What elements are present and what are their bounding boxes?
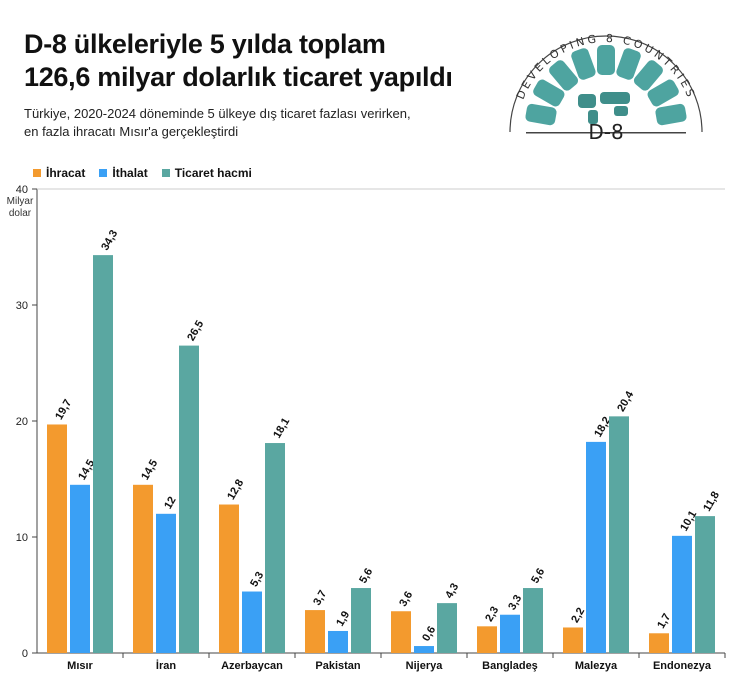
bar-ticaret-hacmi <box>265 443 285 653</box>
bar-i̇thalat <box>156 513 176 653</box>
bar-i̇thalat <box>70 484 90 653</box>
legend-swatch <box>33 169 41 177</box>
x-tick-label: Endonezya <box>653 660 712 672</box>
legend-label: Ticaret hacmi <box>174 166 252 180</box>
data-label: 3,3 <box>506 593 524 612</box>
data-label: 3,6 <box>397 589 415 608</box>
bar-ticaret-hacmi <box>609 416 629 653</box>
data-label: 2,2 <box>569 606 587 625</box>
x-tick-label: Nijerya <box>406 660 444 672</box>
logo-ray <box>597 45 615 75</box>
subtitle-line-2: en fazla ihracatı Mısır'a gerçekleştirdi <box>24 124 239 139</box>
d8-logo: DEVELOPING 8 COUNTRIES D-8 <box>509 32 703 140</box>
data-label: 12 <box>162 495 179 512</box>
bar-i̇thalat <box>672 535 692 653</box>
y-tick-label: 10 <box>16 532 28 544</box>
logo-ray <box>571 48 596 80</box>
bar-i̇hracat <box>47 424 67 653</box>
y-axis-label: dolar <box>9 208 32 219</box>
logo-ray <box>647 79 679 107</box>
subtitle-line-1: Türkiye, 2020-2024 döneminde 5 ülkeye dı… <box>24 106 411 121</box>
title-line-2: 126,6 milyar dolarlık ticaret yapıldı <box>24 62 453 92</box>
logo-ray <box>525 103 557 126</box>
bar-ticaret-hacmi <box>93 255 113 653</box>
bar-i̇thalat <box>328 630 348 653</box>
data-label: 1,9 <box>334 609 352 628</box>
y-tick-label: 20 <box>16 416 28 428</box>
logo-ray <box>616 48 641 80</box>
data-label: 4,3 <box>443 581 461 600</box>
legend-item-ihracat: İhracat <box>33 166 85 180</box>
bar-i̇thalat <box>242 591 262 653</box>
bar-i̇hracat <box>219 504 239 653</box>
bar-ticaret-hacmi <box>523 588 543 653</box>
bar-ticaret-hacmi <box>351 588 371 653</box>
x-tick-label: Bangladeş <box>482 660 538 672</box>
legend-swatch <box>161 169 170 177</box>
logo-ray <box>655 103 687 126</box>
data-label: 14,5 <box>139 458 160 483</box>
data-label: 3,7 <box>311 588 329 607</box>
bar-i̇thalat <box>586 441 606 653</box>
logo-mark: D-8 <box>588 120 623 140</box>
legend-label: İthalat <box>112 166 148 180</box>
data-label: 11,8 <box>701 490 722 514</box>
data-label: 5,6 <box>357 566 375 585</box>
bar-i̇hracat <box>649 633 669 653</box>
data-label: 12,8 <box>225 477 246 502</box>
data-label: 34,3 <box>99 228 120 253</box>
x-tick-label: Pakistan <box>315 660 361 672</box>
bar-i̇thalat <box>500 614 520 653</box>
data-label: 26,5 <box>185 319 206 344</box>
data-label: 18,1 <box>271 416 292 441</box>
subtitle: Türkiye, 2020-2024 döneminde 5 ülkeye dı… <box>24 105 411 141</box>
data-label: 19,7 <box>53 397 74 422</box>
data-label: 2,3 <box>483 605 501 624</box>
data-label: 5,3 <box>248 570 266 589</box>
bar-i̇hracat <box>391 611 411 653</box>
data-label: 0,6 <box>420 624 438 643</box>
bar-i̇thalat <box>414 646 434 653</box>
legend-item-ithalat: İthalat <box>99 166 148 180</box>
x-tick-label: Azerbaycan <box>221 660 283 672</box>
bar-ticaret-hacmi <box>695 516 715 653</box>
legend-item-ticaret-hacmi: Ticaret hacmi <box>161 166 252 180</box>
bar-i̇hracat <box>305 610 325 653</box>
y-axis-label: Milyar <box>7 196 34 207</box>
logo-ray <box>533 79 565 107</box>
page-title: D-8 ülkeleriyle 5 yılda toplam 126,6 mil… <box>24 28 453 94</box>
x-tick-label: Mısır <box>67 660 93 672</box>
data-label: 20,4 <box>615 389 637 414</box>
bar-ticaret-hacmi <box>179 345 199 653</box>
logo-ray <box>633 60 663 91</box>
data-label: 1,7 <box>655 612 673 631</box>
logo-ray <box>549 60 579 91</box>
x-tick-label: İran <box>156 659 176 672</box>
title-line-1: D-8 ülkeleriyle 5 yılda toplam <box>24 29 386 59</box>
bar-ticaret-hacmi <box>437 603 457 653</box>
y-tick-label: 40 <box>16 184 28 196</box>
legend-swatch <box>99 169 108 177</box>
legend: İhracat İthalat Ticaret hacmi <box>33 166 252 180</box>
y-tick-label: 30 <box>16 300 28 312</box>
bar-i̇hracat <box>477 626 497 653</box>
data-label: 5,6 <box>529 566 547 585</box>
legend-label: İhracat <box>46 166 86 180</box>
bar-i̇hracat <box>133 484 153 653</box>
bar-i̇hracat <box>563 627 583 653</box>
y-tick-label: 0 <box>22 648 28 660</box>
x-tick-label: Malezya <box>575 660 618 672</box>
